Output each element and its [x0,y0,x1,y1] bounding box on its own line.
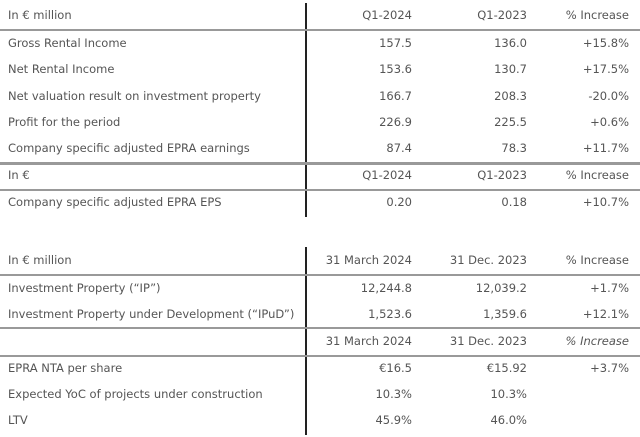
table-row: Gross Rental Income 157.5 136.0 +15.8% [0,33,640,53]
row-label: Company specific adjusted EPRA earnings [8,141,250,155]
cell: 12,244.8 [360,281,412,295]
cell: 153.6 [379,62,412,76]
row-label: Company specific adjusted EPRA EPS [8,195,222,209]
header-col-2: Q1-2023 [477,168,527,182]
cell: 46.0% [490,413,527,427]
cell: 0.18 [501,195,527,209]
table-row: Company specific adjusted EPRA earnings 8… [0,138,640,158]
header-col-3: % Increase [565,8,629,22]
cell: +1.7% [590,281,629,295]
cell: 12,039.2 [475,281,527,295]
cell: €16.5 [379,361,412,375]
table-header: In € million Q1-2024 Q1-2023 % Increase [0,5,640,25]
table-row: LTV 45.9% 46.0% [0,410,640,430]
cell: -20.0% [588,89,629,103]
cell: +10.7% [582,195,629,209]
header-col-1: Q1-2024 [362,8,412,22]
table-row: Expected YoC of projects under construct… [0,384,640,404]
table-row: Investment Property (“IP”) 12,244.8 12,039… [0,278,640,298]
row-label: Net valuation result on investment prope… [8,89,261,103]
header-col-3: % Increase [565,168,629,182]
table-row: Net valuation result on investment prope… [0,86,640,106]
row-label: Gross Rental Income [8,36,127,50]
cell: 87.4 [386,141,412,155]
column-divider [305,247,307,435]
row-label: Investment Property (“IP”) [8,281,161,295]
table-row: Profit for the period 226.9 225.5 +0.6% [0,112,640,132]
divider [0,327,640,329]
row-label: EPRA NTA per share [8,361,123,375]
cell: 45.9% [375,413,412,427]
cell: 157.5 [379,36,412,50]
header-col-2: 31 Dec. 2023 [449,334,527,348]
cell: 226.9 [379,115,412,129]
header-unit: In € [8,168,30,182]
table-row: Investment Property under Development (“… [0,304,640,324]
divider [0,189,640,191]
row-label: Expected YoC of projects under construct… [8,387,263,401]
header-unit: In € million [8,8,72,22]
cell: +3.7% [590,361,629,375]
header-col-3: % Increase [565,253,629,267]
header-col-1: 31 March 2024 [325,334,412,348]
header-col-1: Q1-2024 [362,168,412,182]
table-subheader: In € Q1-2024 Q1-2023 % Increase [0,165,640,185]
cell: +17.5% [582,62,629,76]
header-col-2: Q1-2023 [477,8,527,22]
cell: 1,523.6 [368,307,412,321]
cell: 1,359.6 [483,307,527,321]
row-label: LTV [8,413,28,427]
cell: 136.0 [494,36,527,50]
divider [0,274,640,276]
cell: 78.3 [501,141,527,155]
cell: 166.7 [379,89,412,103]
divider [0,355,640,357]
cell: 130.7 [494,62,527,76]
table-header: In € million 31 March 2024 31 Dec. 2023 … [0,250,640,270]
cell: +11.7% [582,141,629,155]
header-unit: In € million [8,253,72,267]
cell: €15.92 [486,361,527,375]
divider [0,162,640,165]
cell: 225.5 [494,115,527,129]
cell: +15.8% [582,36,629,50]
cell: 10.3% [490,387,527,401]
header-col-3: % Increase [565,334,629,348]
cell: +0.6% [590,115,629,129]
cell: 10.3% [375,387,412,401]
table-subheader: 31 March 2024 31 Dec. 2023 % Increase [0,331,640,351]
row-label: Net Rental Income [8,62,115,76]
cell: +12.1% [582,307,629,321]
table-row: Company specific adjusted EPRA EPS 0.20 0.… [0,192,640,212]
cell: 0.20 [386,195,412,209]
table-row: Net Rental Income 153.6 130.7 +17.5% [0,59,640,79]
column-divider [305,3,307,217]
divider [0,29,640,31]
cell: 208.3 [494,89,527,103]
header-col-2: 31 Dec. 2023 [449,253,527,267]
row-label: Profit for the period [8,115,121,129]
header-col-1: 31 March 2024 [325,253,412,267]
row-label: Investment Property under Development (“… [8,307,295,321]
table-row: EPRA NTA per share €16.5 €15.92 +3.7% [0,358,640,378]
